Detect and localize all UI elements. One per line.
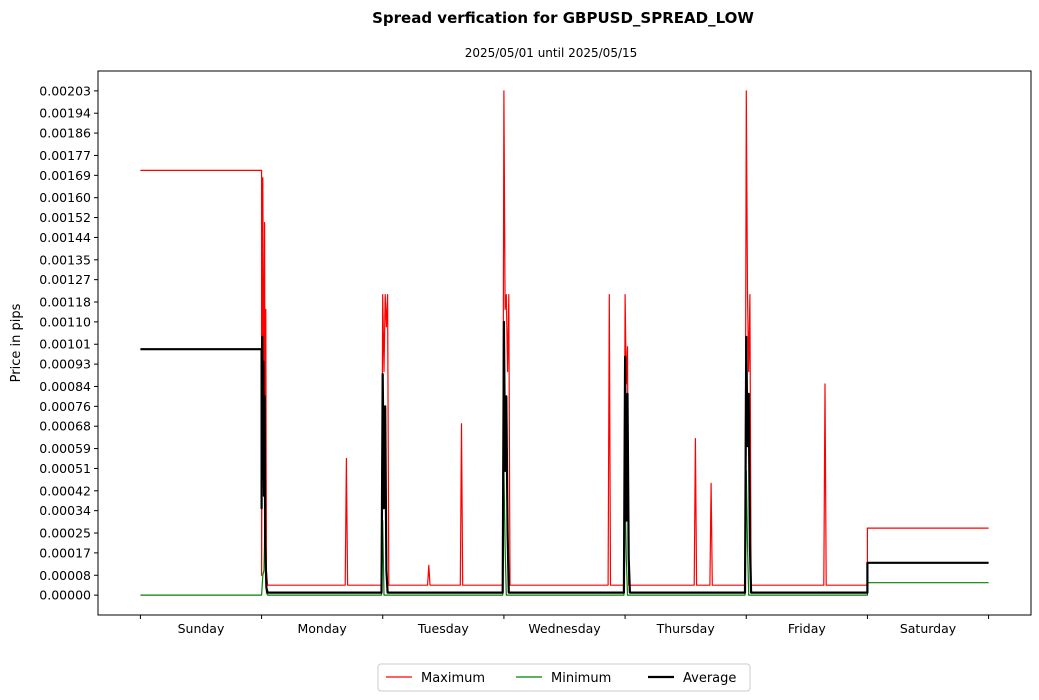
y-axis: 0.00000 0.00008 0.00017 0.00025 0.00034 0.000… — [39, 83, 98, 603]
x-tick-label-wednesday: Wednesday — [528, 621, 601, 636]
y-axis-label: Price in pips — [9, 303, 24, 382]
x-tick-label-monday: Monday — [297, 621, 347, 636]
x-axis: Sunday Monday Tuesday Wednesday Thursday Frid… — [139, 615, 990, 636]
chart-title: Spread verfication for GBPUSD_SPREAD_LOW — [372, 9, 754, 27]
y-tick-label: 0.00135 — [39, 252, 91, 267]
x-tick-label-sunday: Sunday — [178, 621, 225, 636]
y-tick-label: 0.00042 — [39, 483, 91, 498]
y-tick-label: 0.00186 — [39, 126, 91, 141]
x-tick-label-friday: Friday — [788, 621, 826, 636]
y-tick-label: 0.00169 — [39, 168, 91, 183]
y-tick-label: 0.00160 — [39, 190, 91, 205]
series-line-average — [140, 320, 989, 594]
y-tick-label: 0.00000 — [39, 588, 91, 603]
legend-label-maximum: Maximum — [421, 671, 485, 686]
x-tick-label-tuesday: Tuesday — [417, 621, 469, 636]
plot-area-frame — [97, 70, 1032, 616]
y-tick-label: 0.00093 — [39, 357, 91, 372]
y-tick-label: 0.00084 — [39, 379, 91, 394]
series-line-maximum — [140, 90, 989, 586]
legend: Maximum Minimum Average — [377, 663, 751, 692]
y-tick-label: 0.00051 — [39, 461, 91, 476]
y-tick-label: 0.00101 — [39, 337, 91, 352]
x-tick-label-saturday: Saturday — [900, 621, 957, 636]
y-tick-label: 0.00034 — [39, 503, 91, 518]
y-tick-label: 0.00152 — [39, 210, 91, 225]
y-tick-label: 0.00025 — [39, 526, 91, 541]
y-tick-label: 0.00017 — [39, 545, 91, 560]
legend-label-average: Average — [683, 671, 736, 686]
y-tick-label: 0.00194 — [39, 106, 91, 121]
y-tick-label: 0.00118 — [39, 295, 91, 310]
y-tick-label: 0.00203 — [39, 83, 91, 98]
y-tick-label: 0.00144 — [39, 230, 91, 245]
series-line-minimum — [140, 470, 989, 596]
legend-label-minimum: Minimum — [551, 671, 611, 686]
chart-subtitle: 2025/05/01 until 2025/05/15 — [465, 46, 638, 60]
y-tick-label: 0.00110 — [39, 314, 91, 329]
y-tick-label: 0.00059 — [39, 441, 91, 456]
plot-series — [140, 90, 989, 596]
x-tick-label-thursday: Thursday — [656, 621, 716, 636]
y-tick-label: 0.00076 — [39, 399, 91, 414]
y-tick-label: 0.00008 — [39, 568, 91, 583]
legend-frame — [377, 663, 751, 692]
y-tick-label: 0.00177 — [39, 148, 91, 163]
y-tick-label: 0.00127 — [39, 272, 91, 287]
y-tick-label: 0.00068 — [39, 419, 91, 434]
